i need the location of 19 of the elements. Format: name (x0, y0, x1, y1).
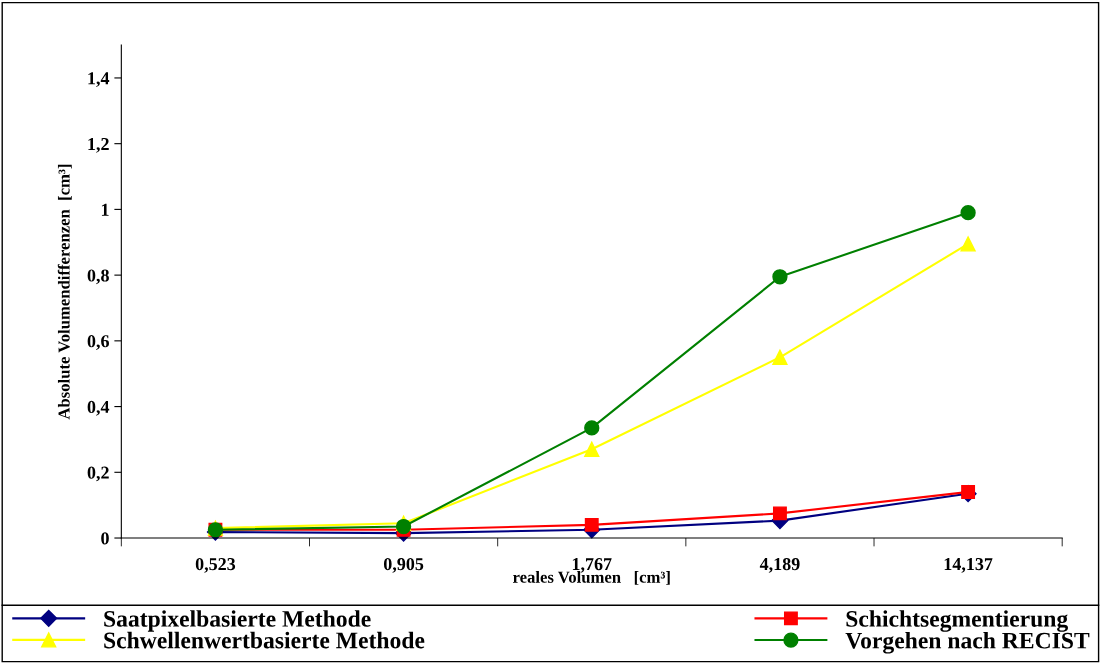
legend-label: Schichtsegmentierung (846, 610, 1068, 632)
y-tick-label: 0 (101, 532, 109, 545)
y-tick-label: 1,2 (88, 137, 109, 153)
legend-label: Saatpixelbasierte Methode (104, 610, 371, 632)
y-tick-label: 0,2 (87, 466, 109, 482)
legend-label: Vorgehen nach RECIST (845, 631, 1090, 654)
y-tick-label: 1,4 (88, 72, 110, 88)
x-tick-label: 0,905 (383, 557, 424, 573)
y-tick-label: 0,4 (87, 400, 110, 416)
y-tick-label: 0,8 (87, 269, 109, 285)
y-axis-title: Absolute Volumendifferenzen [cm³] (57, 164, 72, 420)
y-tick-label: 1 (101, 203, 109, 216)
legend-label: Schwellenwertbasierte Methode (104, 631, 425, 649)
y-tick-label: 0,6 (87, 335, 109, 350)
x-tick-label: 4,189 (759, 557, 800, 573)
x-axis-title: reales Volumen [cm³] (513, 571, 670, 585)
x-tick-label: 14,137 (944, 558, 993, 573)
x-tick-label: 1,767 (572, 558, 612, 573)
x-tick-label: 0,523 (195, 557, 236, 573)
